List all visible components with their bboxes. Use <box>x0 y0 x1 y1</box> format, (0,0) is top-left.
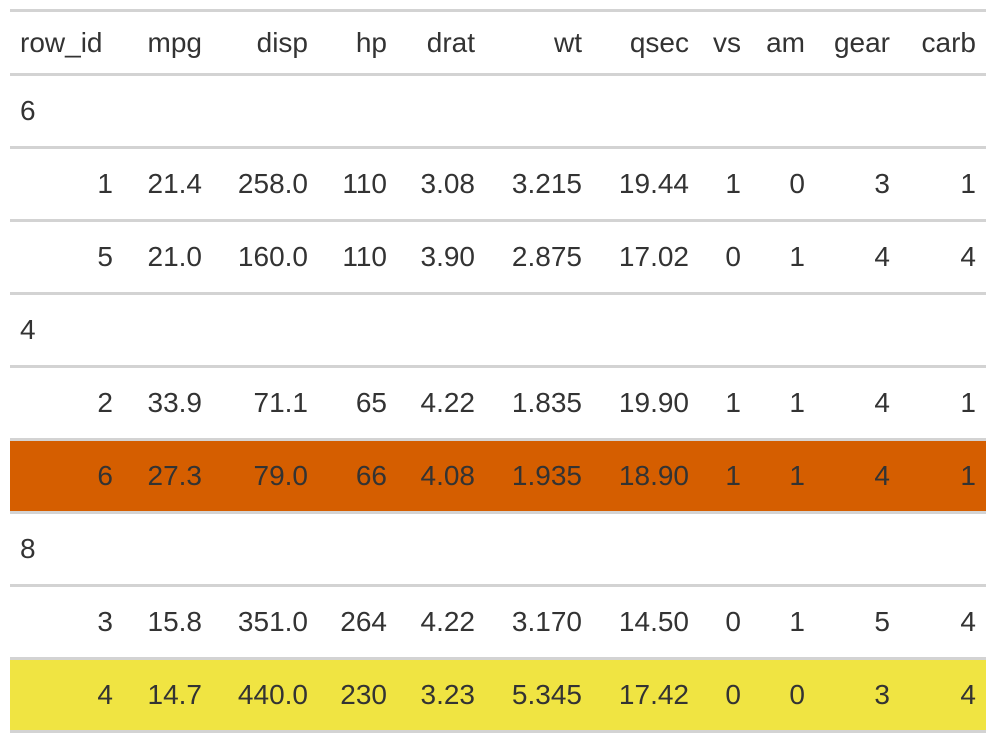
cell-am: 1 <box>751 584 815 659</box>
column-header-qsec: qsec <box>592 9 699 75</box>
cell-mpg: 33.9 <box>123 365 212 440</box>
cell-carb: 1 <box>900 438 986 513</box>
column-header-carb: carb <box>900 9 986 75</box>
cell-row_id: 3 <box>10 584 123 659</box>
cell-disp: 258.0 <box>212 146 318 221</box>
cell-am: 1 <box>751 438 815 513</box>
group-label: 8 <box>10 511 986 586</box>
cell-disp: 79.0 <box>212 438 318 513</box>
column-header-mpg: mpg <box>123 9 212 75</box>
cell-hp: 66 <box>318 438 397 513</box>
cell-vs: 1 <box>699 365 751 440</box>
cell-disp: 71.1 <box>212 365 318 440</box>
cell-carb: 1 <box>900 365 986 440</box>
cell-drat: 3.08 <box>397 146 485 221</box>
cell-wt: 5.345 <box>485 657 592 733</box>
group-label: 6 <box>10 73 986 148</box>
cell-gear: 4 <box>815 438 900 513</box>
table-row: 3 15.8 351.0 264 4.22 3.170 14.50 0 1 5 4 <box>10 584 986 659</box>
cell-drat: 3.23 <box>397 657 485 733</box>
cell-qsec: 18.90 <box>592 438 699 513</box>
cell-carb: 1 <box>900 146 986 221</box>
cell-qsec: 19.44 <box>592 146 699 221</box>
group-label: 4 <box>10 292 986 367</box>
cell-drat: 3.90 <box>397 219 485 294</box>
group-row: 8 <box>10 511 986 586</box>
group-row: 6 <box>10 73 986 148</box>
column-header-gear: gear <box>815 9 900 75</box>
cell-gear: 5 <box>815 584 900 659</box>
column-header-hp: hp <box>318 9 397 75</box>
cell-row_id: 2 <box>10 365 123 440</box>
cell-wt: 2.875 <box>485 219 592 294</box>
cell-drat: 4.22 <box>397 584 485 659</box>
cell-qsec: 17.02 <box>592 219 699 294</box>
cell-hp: 230 <box>318 657 397 733</box>
cell-am: 1 <box>751 365 815 440</box>
cell-carb: 4 <box>900 584 986 659</box>
cell-vs: 0 <box>699 657 751 733</box>
cell-disp: 351.0 <box>212 584 318 659</box>
cell-drat: 4.22 <box>397 365 485 440</box>
cell-wt: 1.935 <box>485 438 592 513</box>
column-header-wt: wt <box>485 9 592 75</box>
cell-gear: 3 <box>815 146 900 221</box>
table-row: 1 21.4 258.0 110 3.08 3.215 19.44 1 0 3 1 <box>10 146 986 221</box>
column-header-row_id: row_id <box>10 9 123 75</box>
cell-am: 0 <box>751 146 815 221</box>
cell-qsec: 19.90 <box>592 365 699 440</box>
column-header-drat: drat <box>397 9 485 75</box>
cell-gear: 4 <box>815 219 900 294</box>
column-header-vs: vs <box>699 9 751 75</box>
cell-qsec: 17.42 <box>592 657 699 733</box>
cell-row_id: 5 <box>10 219 123 294</box>
cell-vs: 1 <box>699 438 751 513</box>
cell-mpg: 15.8 <box>123 584 212 659</box>
cell-gear: 4 <box>815 365 900 440</box>
cell-hp: 110 <box>318 219 397 294</box>
column-header-am: am <box>751 9 815 75</box>
cell-hp: 264 <box>318 584 397 659</box>
cell-gear: 3 <box>815 657 900 733</box>
cell-mpg: 21.0 <box>123 219 212 294</box>
cell-hp: 110 <box>318 146 397 221</box>
cell-carb: 4 <box>900 219 986 294</box>
cell-row_id: 4 <box>10 657 123 733</box>
table-row-highlighted: 4 14.7 440.0 230 3.23 5.345 17.42 0 0 3 4 <box>10 657 986 733</box>
cell-carb: 4 <box>900 657 986 733</box>
cell-drat: 4.08 <box>397 438 485 513</box>
cell-qsec: 14.50 <box>592 584 699 659</box>
cell-mpg: 14.7 <box>123 657 212 733</box>
cell-wt: 3.170 <box>485 584 592 659</box>
cell-am: 0 <box>751 657 815 733</box>
column-header-disp: disp <box>212 9 318 75</box>
cell-wt: 1.835 <box>485 365 592 440</box>
cell-vs: 1 <box>699 146 751 221</box>
cell-row_id: 6 <box>10 438 123 513</box>
table-row: 2 33.9 71.1 65 4.22 1.835 19.90 1 1 4 1 <box>10 365 986 440</box>
table-row: 5 21.0 160.0 110 3.90 2.875 17.02 0 1 4 4 <box>10 219 986 294</box>
cell-mpg: 27.3 <box>123 438 212 513</box>
cell-row_id: 1 <box>10 146 123 221</box>
cell-wt: 3.215 <box>485 146 592 221</box>
cell-disp: 440.0 <box>212 657 318 733</box>
cell-hp: 65 <box>318 365 397 440</box>
cell-mpg: 21.4 <box>123 146 212 221</box>
cell-vs: 0 <box>699 584 751 659</box>
group-row: 4 <box>10 292 986 367</box>
cell-am: 1 <box>751 219 815 294</box>
table-row-highlighted: 6 27.3 79.0 66 4.08 1.935 18.90 1 1 4 1 <box>10 438 986 513</box>
cell-disp: 160.0 <box>212 219 318 294</box>
cell-vs: 0 <box>699 219 751 294</box>
header-row: row_id mpg disp hp drat wt qsec vs am gear carb <box>10 9 986 75</box>
